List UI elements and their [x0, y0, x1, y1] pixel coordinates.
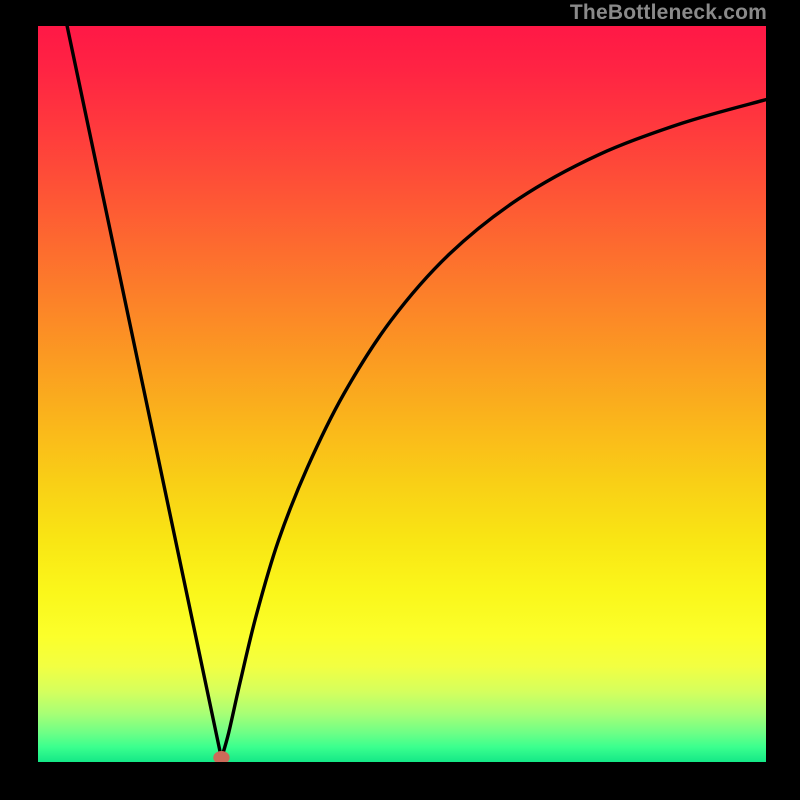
watermark-text: TheBottleneck.com: [570, 1, 767, 25]
frame-border: [0, 762, 800, 800]
plot-background: [38, 26, 766, 762]
frame-border: [0, 0, 38, 800]
frame-border: [766, 0, 800, 800]
bottleneck-chart: [0, 0, 800, 800]
